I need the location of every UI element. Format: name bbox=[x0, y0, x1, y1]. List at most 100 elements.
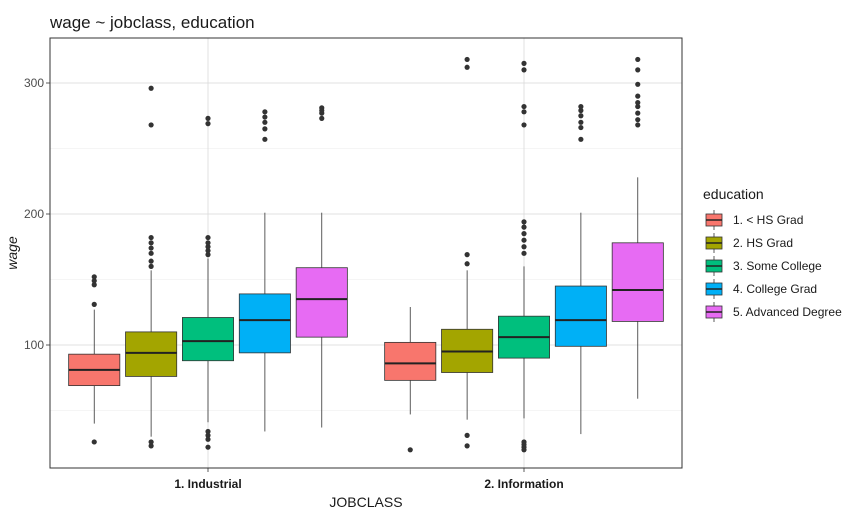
outlier-point bbox=[148, 240, 154, 246]
outlier-point bbox=[464, 56, 470, 63]
outlier-point bbox=[521, 237, 527, 243]
y-tick-label: 300 bbox=[24, 76, 44, 90]
outlier-point bbox=[521, 122, 527, 128]
x-axis-title: JOBCLASS bbox=[329, 494, 402, 510]
chart-title: wage ~ jobclass, education bbox=[49, 13, 255, 32]
outlier-point bbox=[262, 119, 268, 125]
box-2-1 bbox=[125, 85, 178, 449]
outlier-point bbox=[148, 250, 154, 256]
legend: education 1. < HS Grad 2. HS Grad 3. Some … bbox=[703, 186, 842, 322]
outlier-point bbox=[578, 136, 584, 142]
legend-item: 1. < HS Grad bbox=[705, 210, 803, 230]
outlier-point bbox=[205, 436, 211, 442]
outlier-point bbox=[91, 274, 97, 280]
box-3-2 bbox=[498, 60, 550, 453]
legend-label: 4. College Grad bbox=[733, 282, 817, 296]
outlier-point bbox=[521, 250, 527, 256]
x-axis-ticks: 1. Industrial 2. Information bbox=[174, 468, 564, 491]
outlier-point bbox=[148, 85, 154, 91]
box-1-1 bbox=[68, 274, 121, 445]
outlier-point bbox=[319, 115, 325, 121]
outlier-point bbox=[521, 60, 527, 66]
y-tick-label: 200 bbox=[24, 207, 44, 221]
outlier-point bbox=[91, 282, 97, 288]
outlier-point bbox=[205, 115, 211, 121]
outlier-point bbox=[205, 432, 211, 438]
outlier-point bbox=[148, 443, 154, 449]
y-axis-ticks: 100 200 300 bbox=[24, 76, 50, 352]
box-5-1 bbox=[295, 105, 348, 428]
outlier-point bbox=[91, 278, 97, 284]
box-layer bbox=[68, 56, 664, 453]
legend-label: 3. Some College bbox=[733, 259, 822, 273]
outlier-point bbox=[407, 447, 413, 453]
iqr-box bbox=[182, 317, 234, 362]
y-tick-label: 100 bbox=[24, 338, 44, 352]
outlier-point bbox=[464, 64, 470, 70]
outlier-point bbox=[578, 103, 584, 110]
outlier-point bbox=[205, 252, 211, 258]
outlier-point bbox=[521, 109, 527, 115]
outlier-point bbox=[262, 109, 268, 115]
legend-label: 2. HS Grad bbox=[733, 236, 793, 250]
box-5-2 bbox=[611, 56, 664, 399]
outlier-point bbox=[635, 110, 641, 116]
y-axis-title: wage bbox=[4, 236, 20, 270]
box-2-2 bbox=[441, 56, 494, 449]
outlier-point bbox=[148, 439, 154, 445]
outlier-point bbox=[635, 117, 641, 123]
outlier-point bbox=[464, 432, 470, 438]
legend-title: education bbox=[703, 186, 764, 202]
outlier-point bbox=[262, 136, 268, 142]
outlier-point bbox=[635, 67, 641, 73]
outlier-point bbox=[464, 252, 470, 258]
legend-label: 1. < HS Grad bbox=[733, 213, 803, 227]
outlier-point bbox=[205, 248, 211, 254]
outlier-point bbox=[464, 261, 470, 267]
outlier-point bbox=[319, 105, 325, 111]
outlier-point bbox=[205, 240, 211, 246]
box-3-1 bbox=[182, 115, 234, 450]
outlier-point bbox=[521, 103, 527, 110]
legend-item: 4. College Grad bbox=[705, 279, 817, 299]
legend-item: 5. Advanced Degree bbox=[705, 302, 842, 322]
outlier-point bbox=[262, 114, 268, 120]
outlier-point bbox=[635, 93, 641, 99]
box-4-1 bbox=[238, 109, 291, 432]
outlier-point bbox=[635, 100, 641, 106]
outlier-point bbox=[635, 56, 641, 63]
outlier-point bbox=[521, 67, 527, 73]
outlier-point bbox=[578, 113, 584, 119]
outlier-point bbox=[635, 81, 641, 87]
outlier-point bbox=[262, 126, 268, 132]
legend-item: 2. HS Grad bbox=[705, 233, 793, 253]
iqr-box bbox=[611, 242, 664, 322]
x-tick-label: 1. Industrial bbox=[174, 477, 241, 491]
outlier-point bbox=[91, 439, 97, 445]
iqr-box bbox=[554, 285, 607, 347]
outlier-point bbox=[464, 443, 470, 449]
box-1-2 bbox=[384, 307, 437, 453]
outlier-point bbox=[521, 439, 527, 445]
outlier-point bbox=[578, 124, 584, 131]
iqr-box bbox=[384, 341, 437, 381]
legend-item: 3. Some College bbox=[705, 256, 822, 276]
outlier-point bbox=[148, 122, 154, 128]
outlier-point bbox=[521, 231, 527, 237]
outlier-point bbox=[635, 103, 641, 110]
outlier-point bbox=[578, 107, 584, 114]
outlier-point bbox=[205, 444, 211, 450]
plot-panel-border bbox=[49, 37, 683, 469]
outlier-point bbox=[148, 263, 154, 269]
outlier-point bbox=[521, 219, 527, 225]
outlier-point bbox=[148, 234, 154, 241]
iqr-box bbox=[295, 267, 348, 338]
outlier-point bbox=[91, 301, 97, 307]
outlier-point bbox=[205, 244, 211, 250]
outlier-point bbox=[521, 224, 527, 230]
legend-items: 1. < HS Grad 2. HS Grad 3. Some College 4. … bbox=[705, 210, 842, 322]
x-tick-label: 2. Information bbox=[484, 477, 563, 491]
box-4-2 bbox=[554, 103, 607, 435]
outlier-point bbox=[148, 258, 154, 264]
